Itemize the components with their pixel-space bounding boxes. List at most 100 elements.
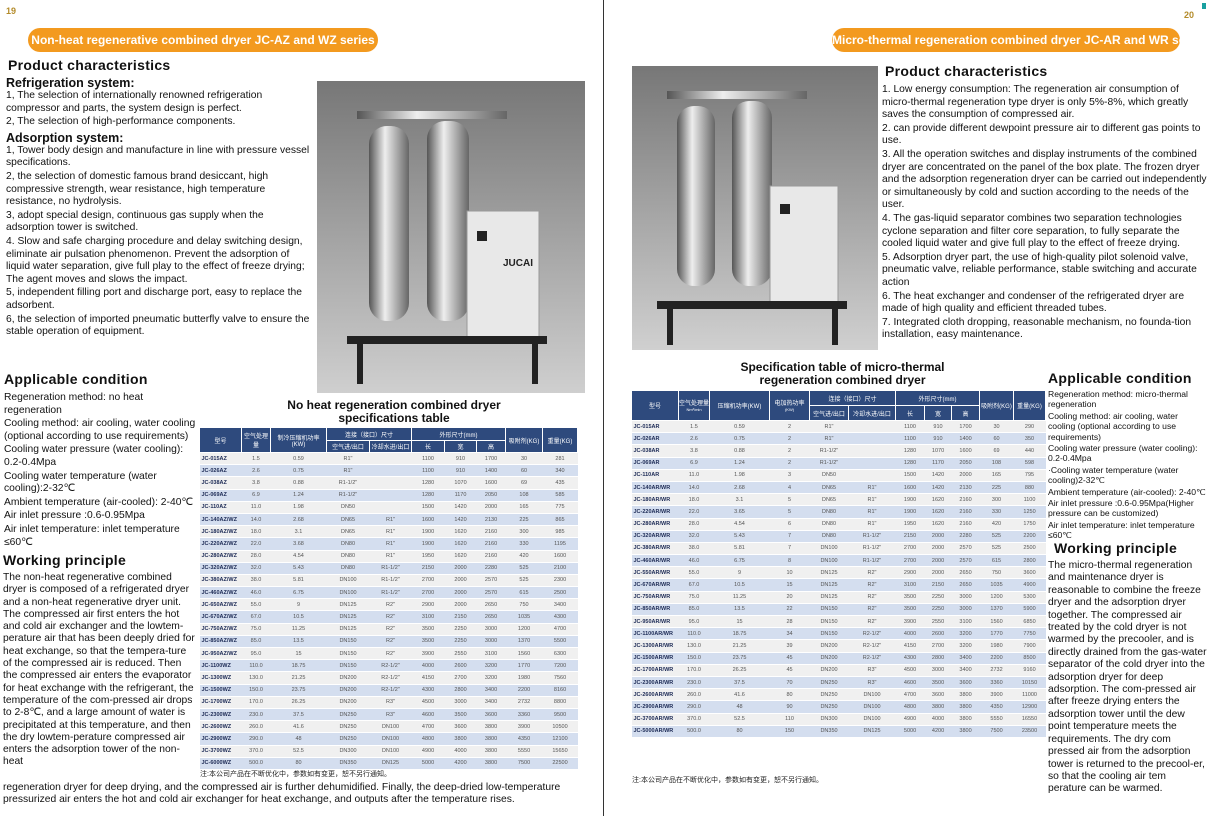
value-cell: 2 — [769, 432, 810, 446]
column-header: 连接（接口）尺寸 — [808, 390, 897, 406]
value-cell: DN125 — [809, 578, 849, 592]
value-cell: 4000 — [924, 713, 952, 726]
value-cell: 4350 — [979, 700, 1014, 714]
value-cell: R2-1/2" — [848, 627, 896, 641]
value-cell: R1-1/2" — [848, 530, 896, 543]
value-cell: 48 — [709, 700, 770, 714]
right-series-banner: Micro-thermal regeneration combined drye… — [832, 28, 1207, 52]
model-cell: JC-750AR/WR — [631, 591, 679, 604]
value-cell: 22500 — [542, 757, 578, 770]
value-cell: 3500 — [924, 676, 952, 690]
table-row: JC-140AZ/WZ 14.0 2.68 DN65 R1" 1600 1420 2130 22… — [199, 513, 578, 527]
model-cell: JC-950AZ/WZ — [199, 647, 242, 661]
value-cell: 37.5 — [709, 676, 770, 690]
value-cell: R1" — [326, 452, 370, 466]
value-cell: 5 — [769, 505, 810, 519]
value-cell: DN150 — [326, 635, 370, 649]
value-cell: 2732 — [505, 696, 543, 709]
right-spec-table: 型号 空气处理量 Nm³/min 压缩机功率(KW) 电加热功率 (KW) 连接（接口）尺寸… — [631, 390, 1047, 738]
value-cell: 4300 — [411, 684, 445, 697]
value-cell: R2-1/2" — [369, 671, 412, 685]
value-cell: 21.25 — [709, 639, 770, 653]
model-cell: JC-2600WZ — [199, 720, 242, 734]
value-cell: 6.75 — [270, 586, 327, 600]
value-cell: DN250 — [326, 732, 370, 746]
column-header: 连接（接口）尺寸 — [325, 427, 413, 441]
value-cell: DN250 — [809, 688, 849, 702]
table-row: JC-2900WZ 290.0 48 DN250 DN100 4800 3800 3800 43… — [199, 732, 578, 746]
value-cell: 165 — [979, 469, 1014, 482]
value-cell: 1750 — [1013, 518, 1046, 531]
value-cell: DN200 — [809, 664, 849, 677]
right-table-title: Specification table of micro-thermal reg… — [740, 360, 945, 387]
value-cell: 11.0 — [241, 501, 271, 514]
table-row: JC-069AR 6.9 1.24 2 R1-1/2" 1280 1170 2050 108 59… — [631, 457, 1046, 470]
value-cell: 1370 — [979, 603, 1014, 617]
value-cell: DN65 — [326, 525, 370, 539]
value-cell: 1620 — [444, 537, 477, 551]
value-cell: 2160 — [951, 505, 980, 519]
value-cell: 3800 — [444, 732, 477, 746]
value-cell: 12100 — [542, 732, 578, 746]
value-cell: DN125 — [326, 623, 370, 636]
value-cell: 4000 — [444, 745, 477, 758]
value-cell: DN100 — [809, 554, 849, 568]
value-cell — [848, 457, 896, 470]
value-cell: 3600 — [444, 720, 477, 734]
value-cell: 15 — [270, 647, 327, 661]
model-cell: JC-015AZ — [199, 452, 242, 466]
value-cell: 75.0 — [241, 623, 271, 636]
value-cell: 3600 — [476, 708, 506, 722]
value-cell: 1100 — [1013, 493, 1046, 507]
value-cell: 1170 — [444, 489, 477, 502]
value-cell — [369, 452, 412, 466]
model-cell: JC-2300AR/WR — [631, 676, 679, 690]
value-cell: 26.25 — [270, 696, 327, 709]
table-row: JC-6000WZ 500.0 80 DN350 DN125 5000 4200 3800 75… — [199, 757, 578, 770]
value-cell: 2650 — [951, 566, 980, 580]
value-cell: 4300 — [542, 610, 578, 624]
value-cell: 2000 — [444, 598, 477, 612]
table-row: JC-670AZ/WZ 67.0 10.5 DN125 R2" 3100 2150 2650 1… — [199, 610, 578, 624]
value-cell: 290.0 — [241, 732, 271, 746]
value-cell: 3400 — [476, 684, 506, 697]
value-cell: DN125 — [369, 757, 412, 770]
value-cell: R2-1/2" — [848, 652, 896, 665]
value-cell: 2570 — [476, 586, 506, 600]
table-row: JC-850AR/WR 85.0 13.5 22 DN150 R2" 3500 2250 300… — [631, 603, 1046, 617]
left-product-image: JUCAI — [317, 81, 585, 393]
value-cell: 8160 — [542, 684, 578, 697]
value-cell: 38.0 — [678, 542, 710, 556]
model-cell: JC-110AR — [631, 469, 679, 482]
value-cell: 8500 — [1013, 652, 1046, 665]
value-cell: 75.0 — [678, 591, 710, 604]
value-cell: DN200 — [326, 684, 370, 697]
value-cell: 1.98 — [270, 501, 327, 514]
value-cell: 0.75 — [270, 464, 327, 478]
value-cell: 2 — [769, 420, 810, 434]
value-cell: 80 — [709, 725, 770, 738]
value-cell: 1280 — [411, 476, 445, 490]
value-cell: 440 — [1013, 444, 1046, 458]
value-cell: 4.54 — [709, 518, 770, 531]
value-cell — [369, 489, 412, 502]
value-cell: 5550 — [505, 745, 543, 758]
value-cell: 2700 — [444, 671, 477, 685]
value-cell: 28.0 — [678, 518, 710, 531]
value-cell: 300 — [979, 493, 1014, 507]
value-cell: 60 — [979, 432, 1014, 446]
table-row: JC-015AZ 1.5 0.59 R1" 1100 910 1700 30 281 — [199, 452, 578, 466]
table-row: JC-1500WZ 150.0 23.75 DN200 R2-1/2" 4300 2800 3… — [199, 684, 578, 697]
value-cell: 150 — [769, 725, 810, 738]
value-cell: 0.59 — [709, 420, 770, 434]
value-cell: 910 — [444, 452, 477, 466]
value-cell: 14.0 — [678, 481, 710, 495]
value-cell: R1" — [848, 481, 896, 495]
value-cell: 9160 — [1013, 664, 1046, 677]
value-cell: 3500 — [411, 635, 445, 649]
column-header: 吸附剂(KG) — [505, 427, 544, 453]
value-cell: 2130 — [476, 513, 506, 527]
value-cell: 3800 — [951, 700, 980, 714]
value-cell: R1-1/2" — [809, 444, 849, 458]
value-cell: 2100 — [542, 562, 578, 575]
